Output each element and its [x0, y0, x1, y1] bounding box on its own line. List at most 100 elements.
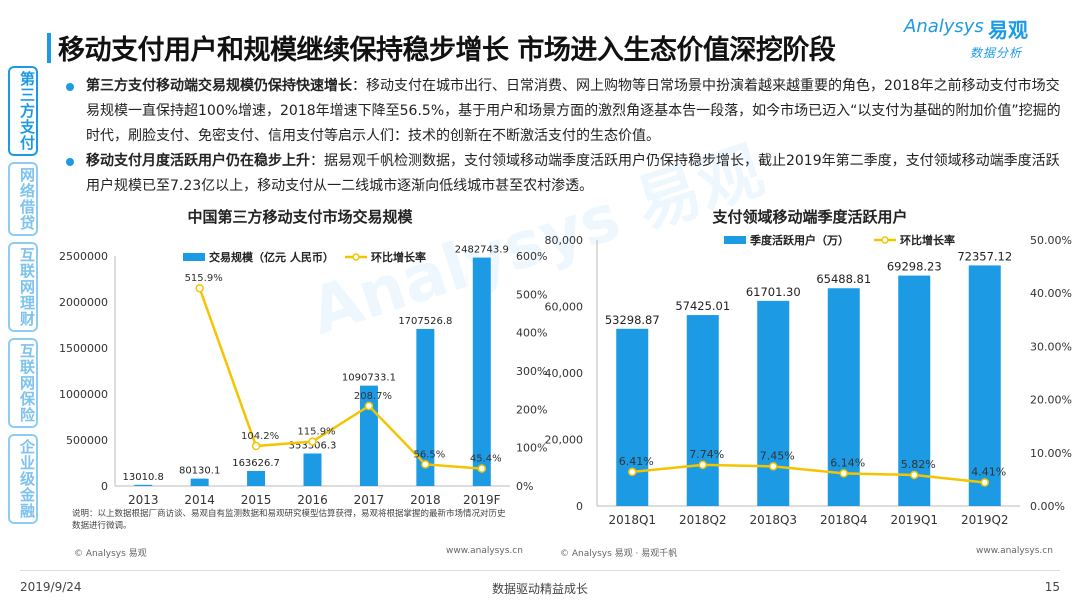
growth-point — [195, 283, 204, 293]
growth-value-label: 515.9% — [185, 273, 223, 284]
bullet-lead: 移动支付月度活跃用户仍在稳步上升 — [86, 153, 310, 169]
summary-bullets: 第三方支付移动端交易规模仍保持快速增长：移动支付在城市出行、日常消费、网上购物等… — [64, 74, 1064, 199]
growth-value-label: 208.7% — [354, 391, 392, 402]
x-tick-label: 2018Q3 — [749, 513, 797, 527]
growth-point — [769, 462, 778, 471]
y-tick-label: 2000000 — [59, 296, 108, 309]
x-tick-label: 2017 — [354, 493, 385, 507]
bar-value-label: 1707526.8 — [398, 316, 452, 327]
x-tick-label: 2019F — [463, 493, 501, 507]
footer-slogan: 数据驱动精益成长 — [491, 582, 588, 596]
growth-value-label: 7.45% — [760, 449, 795, 462]
y-tick-label: 0 — [576, 500, 583, 513]
copyright-left: © Analysys 易观 — [74, 549, 147, 559]
x-tick-label: 2018 — [410, 493, 441, 507]
x-tick-label: 2019Q2 — [961, 513, 1009, 527]
legend-line-marker — [881, 236, 889, 244]
side-tab-internet-insurance[interactable]: 互联网保险 — [8, 338, 38, 428]
growth-value-label: 4.41% — [971, 466, 1006, 479]
bar — [472, 257, 491, 486]
bar — [190, 478, 209, 486]
bullet-item: 移动支付月度活跃用户仍在稳步上升：据易观千帆检测数据，支付领域移动端季度活跃用户… — [64, 149, 1064, 199]
x-tick-label: 2014 — [184, 493, 215, 507]
y-tick-label: 60,000 — [545, 301, 584, 314]
bullet-text: ：据易观千帆检测数据，支付领域移动端季度活跃用户仍保持稳步增长，截止2019年第… — [86, 153, 1060, 194]
y2-tick-label: 200% — [516, 403, 547, 416]
legend-bar-label: 季度活跃用户（万） — [749, 233, 849, 247]
bar-value-label: 163626.7 — [232, 458, 280, 469]
y-tick-label: 20,000 — [545, 434, 584, 447]
bar — [616, 328, 649, 506]
x-tick-label: 2018Q1 — [608, 513, 656, 527]
y-tick-label: 2500000 — [59, 250, 108, 263]
growth-point — [698, 460, 707, 470]
y2-tick-label: 500% — [516, 288, 547, 301]
footer-divider — [20, 570, 1060, 571]
data-note: 说明：以上数据根据厂商访谈、易观自有监测数据和易观研究模型估算获得，易观将根据掌… — [72, 509, 506, 531]
url-right[interactable]: www.analysys.cn — [976, 546, 1053, 556]
side-tab-online-lending[interactable]: 网络借贷 — [8, 162, 38, 236]
chart-active-users: 0 20,000 40,000 60,000 80,000 0.00% 10.00% 20.0… — [545, 233, 1072, 527]
y-tick-label: 40,000 — [545, 367, 584, 380]
chart-title-right: 支付领域移动端季度活跃用户 — [712, 208, 908, 226]
growth-line — [198, 287, 482, 470]
chart-transaction-volume: 0 500000 1000000 1500000 2000000 2500000 0% 100… — [59, 245, 547, 507]
growth-point — [628, 467, 637, 477]
y-tick-label: 500000 — [66, 434, 108, 447]
growth-point — [421, 460, 430, 469]
logo-sub: 数据分析 — [970, 46, 1023, 60]
growth-value-label: 6.41% — [619, 455, 654, 468]
y2-tick-label: 40.00% — [1030, 287, 1072, 300]
x-tick-label: 2018Q4 — [820, 513, 868, 527]
bar-value-label: 72357.12 — [957, 249, 1012, 263]
side-tab-internet-wealth[interactable]: 互联网理财 — [8, 242, 38, 332]
bar-value-label: 13010.8 — [123, 472, 164, 483]
growth-value-label: 104.2% — [241, 431, 279, 442]
y2-tick-label: 10.00% — [1030, 447, 1072, 460]
legend-bar-swatch — [724, 236, 746, 244]
bar — [968, 265, 1001, 506]
title-accent-bar — [47, 33, 51, 63]
y-tick-label: 0 — [101, 480, 108, 493]
y2-tick-label: 30.00% — [1030, 340, 1072, 353]
bar-value-label: 61701.30 — [746, 285, 801, 299]
bar — [757, 300, 790, 506]
legend-line-marker — [352, 253, 360, 261]
bar-value-label: 53298.87 — [605, 313, 660, 327]
growth-point — [980, 478, 989, 487]
legend-line-label: 环比增长率 — [371, 250, 426, 264]
y2-tick-label: 300% — [516, 365, 547, 378]
bar-value-label: 57425.01 — [675, 299, 730, 313]
x-tick-label: 2018Q2 — [679, 513, 727, 527]
bar-value-label: 69298.23 — [887, 260, 942, 274]
x-tick-label: 2015 — [241, 493, 272, 507]
y2-tick-label: 600% — [516, 250, 547, 263]
footer-date: 2019/9/24 — [20, 580, 82, 594]
url-left[interactable]: www.analysys.cn — [446, 546, 523, 556]
bar-value-label: 1090733.1 — [342, 373, 396, 384]
analysys-logo: Analysys 易观 数据分析 — [904, 10, 1044, 62]
growth-point — [308, 437, 317, 446]
legend-line-label: 环比增长率 — [900, 233, 955, 247]
side-tab-enterprise-finance[interactable]: 企业级金融 — [8, 434, 38, 524]
bullet-text: ：移动支付在城市出行、日常消费、网上购物等日常场景中扮演着越来越重要的角色，20… — [86, 78, 1061, 144]
chart-title-left: 中国第三方移动支付市场交易规模 — [187, 208, 413, 226]
growth-value-label: 6.14% — [830, 456, 865, 469]
x-tick-label: 2013 — [128, 493, 159, 507]
x-tick-label: 2016 — [297, 493, 328, 507]
page-number: 15 — [1044, 580, 1060, 594]
bullet-item: 第三方支付移动端交易规模仍保持快速增长：移动支付在城市出行、日常消费、网上购物等… — [64, 74, 1064, 149]
growth-point — [910, 470, 919, 480]
growth-value-label: 7.74% — [689, 448, 724, 461]
bar — [303, 453, 322, 486]
growth-value-label: 115.9% — [297, 427, 335, 438]
growth-point — [839, 469, 848, 478]
y-tick-label: 1500000 — [59, 342, 108, 355]
legend-bar-label: 交易规模（亿元 人民币） — [209, 250, 334, 264]
y2-tick-label: 400% — [516, 327, 547, 340]
y-tick-label: 1000000 — [59, 388, 108, 401]
bar-value-label: 353306.3 — [289, 440, 337, 451]
side-tab-third-party-payment[interactable]: 第三方支付 — [8, 66, 38, 156]
y2-tick-label: 100% — [516, 442, 547, 455]
